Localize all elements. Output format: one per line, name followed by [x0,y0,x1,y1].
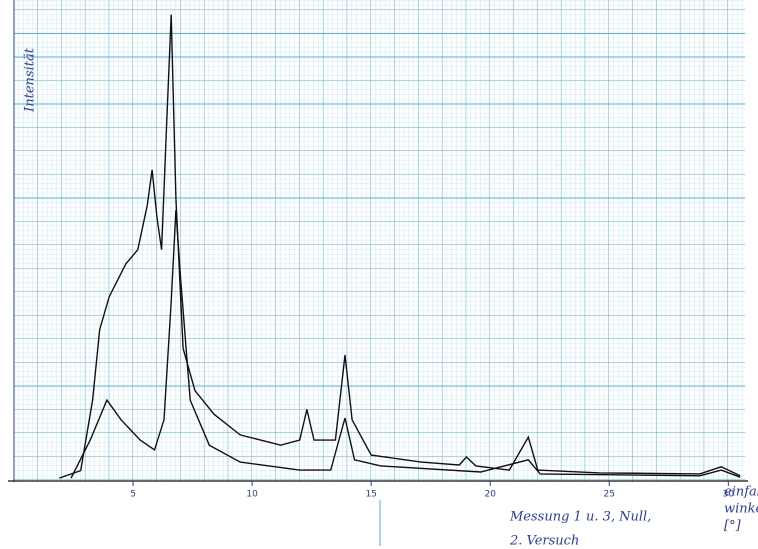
x-tick-label: 20 [484,490,496,500]
graph-paper [14,0,745,482]
line [70,210,741,479]
y-axis-label: Intensität [23,47,38,113]
annotation: Messung 1 u. 3, Null, [509,510,651,525]
x-axis-label: [°] [724,519,742,534]
x-tick-label: 25 [604,490,615,500]
x-axis-label: winkel [724,502,758,517]
x-tick-label: 5 [130,490,136,500]
x-tick-label: 10 [246,490,258,500]
annotation: 2. Versuch [509,534,579,549]
x-tick-label: 30 [723,490,735,500]
x-tick-label: 15 [365,490,376,500]
x-axis-label: einfalls [724,485,758,500]
line [58,14,741,479]
